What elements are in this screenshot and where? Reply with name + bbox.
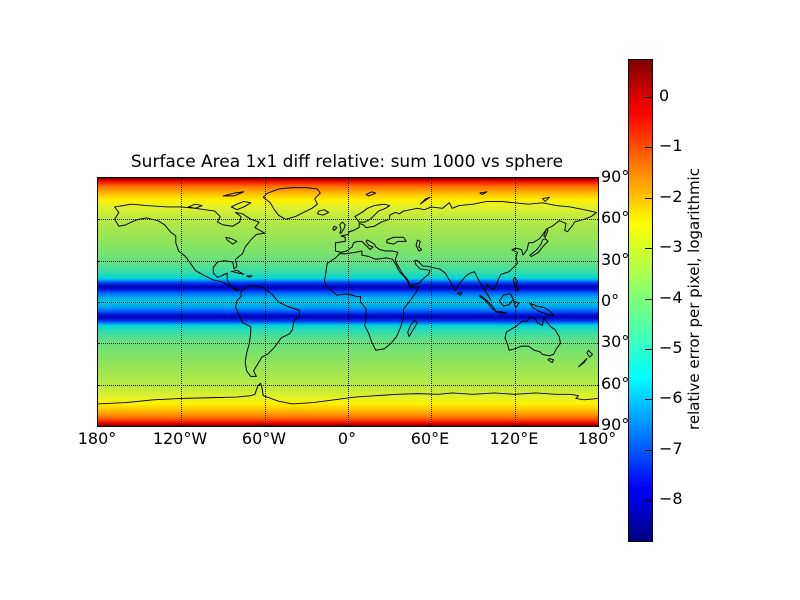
coastline-path: [512, 300, 520, 308]
y-tick-label: 60°: [601, 374, 630, 393]
coastline-path: [98, 382, 598, 405]
colorbar-tick-label: 0: [659, 86, 670, 105]
coastline-path: [332, 225, 338, 231]
colorbar-axis-label: relative error per pixel, logarithmic: [685, 168, 703, 430]
coastline-path: [494, 311, 507, 314]
colorbar-tick-mark: [645, 450, 652, 451]
coastline-path: [543, 228, 549, 238]
colorbar-tick-label: −2: [659, 187, 683, 206]
gridline-lat-0: [98, 302, 598, 303]
colorbar-tick-mark: [645, 147, 652, 148]
colorbar-gradient: [629, 60, 652, 541]
coastline-path: [415, 239, 423, 252]
x-tick-label: 60°E: [410, 429, 450, 448]
colorbar-tick-mark: [645, 349, 652, 350]
coastline-path: [386, 236, 407, 245]
colorbar-tick-label: −4: [659, 288, 683, 307]
gridline-lat-60n: [98, 219, 598, 220]
coastline-path: [504, 316, 561, 357]
y-tick-label: 90°: [601, 415, 630, 434]
coastline-path: [512, 276, 520, 292]
coastline-path: [419, 196, 431, 205]
x-tick-label: 120°E: [489, 429, 539, 448]
map-plot: [97, 177, 599, 427]
y-tick-label: 30°: [601, 250, 630, 269]
y-tick-label: 60°: [601, 208, 630, 227]
coastline-path: [529, 302, 555, 317]
coastline-path: [222, 191, 245, 197]
coastline-path: [230, 200, 252, 211]
colorbar-tick-label: −6: [659, 388, 683, 407]
x-tick-label: 180°: [77, 429, 117, 448]
gridline-lat-30n: [98, 261, 598, 262]
coastline-path: [316, 209, 330, 216]
x-tick-label: 120°W: [152, 429, 208, 448]
coastline-path: [225, 236, 238, 245]
coastline-path: [541, 196, 550, 202]
coastline-path: [457, 291, 463, 296]
coastline-path: [335, 200, 598, 302]
x-tick-label: 180°: [577, 429, 617, 448]
y-tick-label: 0°: [601, 291, 620, 310]
coastline-path: [547, 358, 555, 364]
colorbar-tick-label: −7: [659, 439, 683, 458]
x-tick-label: 0°: [337, 429, 357, 448]
coastline-path: [323, 250, 420, 351]
coastline-path: [407, 319, 418, 337]
coastline-svg: [98, 187, 598, 405]
y-tick-label: 30°: [601, 332, 630, 351]
x-tick-label: 60°W: [241, 429, 287, 448]
coastline-path: [114, 203, 266, 292]
colorbar-tick-mark: [645, 248, 652, 249]
colorbar-tick-mark: [645, 500, 652, 501]
colorbar-tick-mark: [645, 97, 652, 98]
coastline-path: [230, 269, 245, 275]
gridline-lat-30s: [98, 343, 598, 344]
colorbar-tick-label: −5: [659, 338, 683, 357]
gridline-lat-60s: [98, 385, 598, 386]
coastline-path: [246, 275, 253, 278]
colorbar-tick-label: −1: [659, 136, 683, 155]
coastline-path: [262, 187, 321, 220]
plot-title: Surface Area 1x1 diff relative: sum 1000…: [130, 152, 564, 172]
coastline-path: [235, 284, 300, 377]
colorbar-tick-mark: [645, 299, 652, 300]
colorbar-tick-mark: [645, 399, 652, 400]
colorbar-tick-label: −8: [659, 489, 683, 508]
coastline-path: [187, 203, 203, 209]
coastline-path: [479, 294, 496, 311]
coastline-path: [354, 203, 391, 223]
colorbar-tick-mark: [645, 198, 652, 199]
coastline-path: [339, 221, 346, 234]
colorbar-tick-label: −3: [659, 237, 683, 256]
coastline-path: [498, 293, 514, 307]
coastline-path: [529, 238, 549, 258]
colorbar: [628, 59, 653, 542]
coastline-path: [578, 358, 588, 368]
coastline-path: [365, 191, 377, 197]
coastline-path: [479, 191, 488, 196]
coastline-path: [586, 349, 593, 358]
y-tick-label: 90°: [601, 167, 630, 186]
